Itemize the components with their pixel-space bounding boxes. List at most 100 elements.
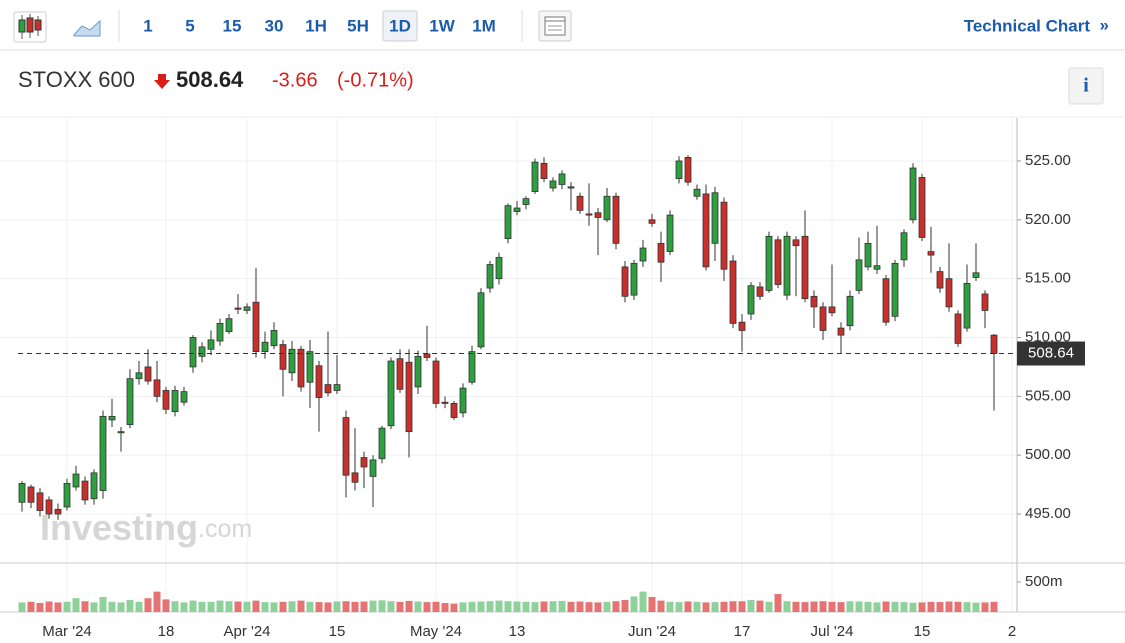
volume-bar	[90, 602, 98, 612]
candle-body	[72, 473, 80, 488]
candle-body	[864, 242, 872, 268]
interval-button[interactable]: 30	[265, 16, 284, 35]
layout-icon[interactable]	[538, 10, 572, 42]
interval-button[interactable]: 1W	[429, 16, 455, 35]
candle-body	[324, 384, 332, 394]
last-price-label: 508.64	[1028, 344, 1074, 361]
candle-body	[810, 295, 818, 308]
volume-bar	[765, 601, 773, 612]
volume-bar	[432, 601, 440, 612]
interval-button[interactable]: 5	[185, 16, 194, 35]
candle-body	[837, 327, 845, 336]
volume-bar	[18, 602, 26, 612]
candle-body	[774, 239, 782, 285]
volume-bar	[810, 601, 818, 612]
candle-body	[531, 161, 539, 192]
volume-bar	[369, 600, 377, 612]
volume-bar	[549, 601, 557, 612]
candle-body	[801, 235, 809, 300]
candle-body	[351, 472, 359, 483]
volume-bar	[108, 601, 116, 612]
candle-body	[450, 403, 458, 418]
candle-body	[873, 265, 881, 270]
volume-bar	[918, 602, 926, 612]
interval-button[interactable]: 1D	[389, 16, 411, 35]
volume-bar	[27, 601, 35, 612]
candle-body	[522, 198, 530, 205]
active-interval-box	[382, 10, 418, 42]
info-icon[interactable]: i	[1083, 75, 1089, 97]
volume-bar	[900, 602, 908, 612]
x-tick-label: 18	[158, 623, 175, 640]
candle-body	[306, 351, 314, 383]
area-icon[interactable]	[73, 19, 101, 37]
volume-bar	[837, 602, 845, 612]
volume-bar	[45, 601, 53, 612]
candle-body	[144, 366, 152, 382]
volume-bar	[873, 602, 881, 612]
last-price-box	[1017, 341, 1085, 366]
interval-button[interactable]: 1	[143, 16, 152, 35]
volume-bar	[486, 601, 494, 612]
volume-bar	[990, 601, 998, 612]
candle-body	[954, 313, 962, 344]
candle-body	[18, 483, 26, 503]
volume-bar	[351, 601, 359, 612]
interval-button[interactable]: 1H	[305, 16, 327, 35]
volume-bar	[738, 601, 746, 612]
candle-body	[369, 459, 377, 477]
volume-bar	[702, 602, 710, 612]
candle-body	[549, 180, 557, 189]
volume-bar	[405, 600, 413, 612]
volume-bar	[495, 600, 503, 612]
price-change: -3.66	[272, 69, 318, 91]
volume-bar	[684, 601, 692, 612]
interval-button[interactable]: 5H	[347, 16, 369, 35]
candle-icon[interactable]	[13, 11, 47, 43]
volume-bar	[891, 601, 899, 612]
candle-body	[936, 271, 944, 289]
volume-bar	[729, 601, 737, 612]
candle-body	[468, 351, 476, 383]
candle-body	[747, 285, 755, 315]
link-arrow[interactable]: »	[1100, 15, 1109, 34]
candle-body	[765, 235, 773, 291]
y-tick-label: 525.00	[1025, 152, 1071, 169]
volume-bar	[252, 600, 260, 612]
volume-bar	[459, 602, 467, 612]
volume-bar	[927, 601, 935, 612]
volume-bar	[657, 600, 665, 612]
candle-body	[261, 341, 269, 353]
volume-bar	[468, 601, 476, 612]
x-tick-label: Jul '24	[811, 623, 854, 640]
volume-bar	[693, 601, 701, 612]
volume-bar	[648, 597, 656, 612]
interval-button[interactable]: 15	[223, 16, 242, 35]
instrument-name: STOXX 600	[18, 67, 135, 92]
volume-bar	[864, 601, 872, 612]
volume-bar	[594, 602, 602, 612]
volume-bar	[756, 600, 764, 612]
volume-bar	[378, 600, 386, 612]
candle-body	[882, 278, 890, 323]
candle-body	[297, 348, 305, 388]
candle-body	[288, 348, 296, 374]
candle-body	[630, 262, 638, 296]
volume-bar	[792, 601, 800, 612]
volume-bar	[513, 601, 521, 612]
volume-bar	[324, 602, 332, 612]
y-tick-label: 510.00	[1025, 328, 1071, 345]
technical-chart-link[interactable]: Technical Chart	[964, 16, 1091, 35]
candle-body	[342, 417, 350, 476]
volume-bar	[819, 601, 827, 612]
volume-bar	[531, 602, 539, 612]
candle-body	[90, 472, 98, 500]
info-button[interactable]	[1068, 67, 1104, 105]
candle-body	[693, 188, 701, 197]
volume-bar	[585, 602, 593, 612]
volume-bar	[603, 601, 611, 612]
interval-button[interactable]: 1M	[472, 16, 496, 35]
candle-body	[603, 195, 611, 221]
volume-bar	[882, 601, 890, 612]
